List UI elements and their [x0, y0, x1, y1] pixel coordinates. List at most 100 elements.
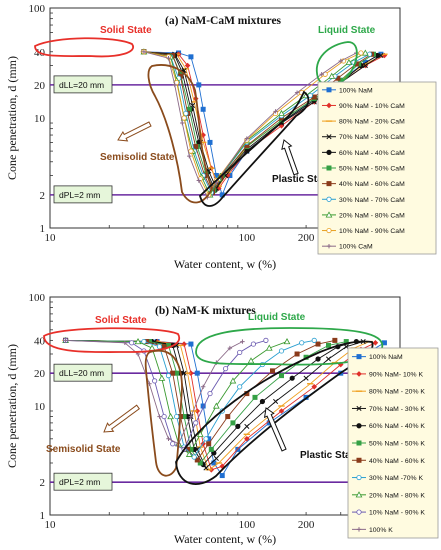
data-point-marker: [122, 340, 128, 346]
data-point-marker: [157, 414, 162, 419]
data-point-marker: [278, 408, 285, 414]
data-point-marker: [196, 82, 202, 88]
data-point-marker: [63, 338, 68, 343]
data-point-marker: [283, 338, 291, 345]
x-tick-label: 10: [45, 519, 57, 531]
data-point-marker: [165, 373, 172, 379]
data-point-marker: [193, 420, 199, 426]
y-tick-label: 2: [40, 477, 46, 489]
data-point-marker: [358, 50, 364, 56]
data-point-marker: [326, 243, 332, 249]
data-point-marker: [194, 457, 200, 463]
data-point-marker: [188, 54, 194, 60]
data-point-marker: [213, 455, 219, 462]
data-point-marker: [294, 351, 300, 357]
reference-label-box: [53, 363, 113, 382]
data-point-marker: [338, 58, 343, 64]
data-point-marker: [378, 52, 384, 59]
x-tick-label: 100: [239, 232, 256, 244]
data-point-marker: [152, 378, 158, 384]
data-point-marker: [326, 342, 332, 348]
reference-label-box: [53, 75, 113, 94]
data-point-marker: [319, 72, 324, 77]
data-point-marker: [174, 413, 180, 420]
data-point-marker: [315, 356, 321, 362]
data-point-marker: [303, 375, 309, 381]
legend-entry: 10% NaM - 90% K: [369, 510, 425, 517]
legend-entry: 100% CaM: [339, 244, 373, 251]
data-point-marker: [129, 340, 135, 346]
panel-a: 1010020060012102040100Water content, w (…: [5, 3, 437, 271]
data-point-marker: [366, 51, 373, 57]
region-label: Liquid State: [318, 25, 376, 36]
data-point-marker: [356, 440, 362, 446]
data-point-marker: [212, 402, 220, 409]
data-point-marker: [381, 52, 388, 59]
x-tick-label: 200: [298, 519, 315, 531]
region-label: Liquid State: [248, 312, 306, 323]
data-point-marker: [273, 109, 278, 114]
data-point-marker: [332, 337, 338, 343]
region-outline: [144, 349, 183, 477]
data-point-marker: [326, 149, 332, 155]
data-point-marker: [326, 181, 332, 187]
data-point-marker: [196, 178, 201, 183]
data-point-marker: [269, 368, 275, 374]
data-point-marker: [156, 344, 163, 350]
reference-label: dPL=2 mm: [59, 190, 100, 200]
legend-entry: 20% NaM - 80% CaM: [339, 212, 405, 219]
data-point-marker: [200, 384, 206, 390]
data-point-marker: [188, 370, 194, 376]
y-tick-label: 10: [34, 401, 46, 413]
data-point-marker: [263, 337, 269, 343]
reference-label: dPL=2 mm: [59, 477, 100, 487]
chart-title: (a) NaM-CaM mixtures: [165, 15, 282, 27]
x-tick-label: 100: [239, 519, 256, 531]
data-point-marker: [207, 139, 213, 145]
legend-entry: 100% NaM: [339, 87, 373, 94]
region-outline: [43, 327, 181, 353]
data-point-marker: [161, 413, 167, 420]
x-axis-label: Water content, w (%): [174, 532, 276, 546]
y-axis-label: Cone penetration, d (mm): [5, 56, 19, 180]
data-point-marker: [208, 446, 214, 452]
data-point-marker: [278, 109, 285, 117]
data-point-marker: [229, 377, 237, 384]
data-point-marker: [326, 102, 332, 109]
data-point-marker: [289, 375, 295, 381]
data-point-marker: [345, 58, 353, 66]
annotation-arrow: [263, 407, 287, 452]
data-point-marker: [230, 420, 236, 426]
region-outline: [198, 90, 310, 207]
data-point-marker: [299, 340, 305, 346]
y-tick-label: 100: [29, 292, 46, 304]
legend-entry: 30% NaM -70% K: [369, 475, 423, 482]
data-point-marker: [278, 348, 285, 354]
data-point-marker: [325, 356, 332, 362]
data-point-marker: [188, 414, 194, 419]
data-point-marker: [172, 82, 177, 88]
data-point-marker: [197, 460, 203, 466]
annotation-arrow: [117, 121, 152, 142]
data-point-marker: [166, 55, 171, 61]
y-tick-label: 2: [40, 190, 46, 202]
data-point-marker: [294, 90, 300, 95]
y-tick-label: 40: [34, 335, 46, 347]
series-line: [143, 51, 372, 194]
data-point-marker: [355, 491, 363, 498]
annotation-arrow: [103, 404, 140, 433]
data-point-marker: [188, 341, 194, 347]
data-point-marker: [356, 354, 362, 360]
data-point-marker: [206, 441, 212, 447]
data-point-marker: [326, 227, 332, 234]
annotation-arrow: [281, 139, 299, 176]
data-point-marker: [273, 398, 279, 405]
data-point-marker: [196, 430, 204, 437]
series-line: [65, 339, 357, 466]
legend-entry: 80% NaM - 20% CaM: [339, 119, 405, 126]
legend-entry: 60% NaM - 40% K: [369, 423, 425, 430]
data-point-marker: [180, 120, 185, 126]
data-point-marker: [311, 384, 318, 390]
data-point-marker: [141, 338, 147, 345]
